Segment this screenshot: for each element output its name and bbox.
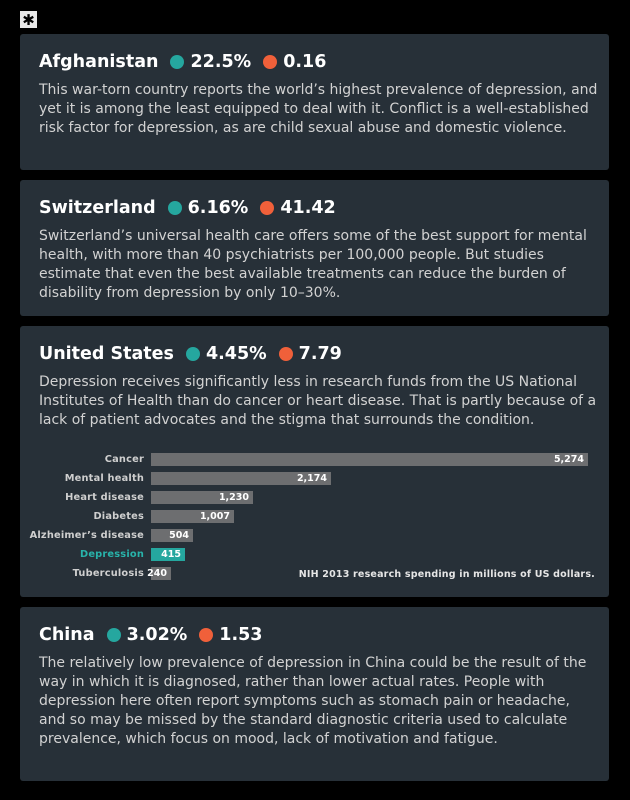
- bar-alzheimer-s-disease: 504: [151, 529, 193, 542]
- psychiatrists-stat: 0.16: [263, 52, 326, 72]
- bar-mental-health: 2,174: [151, 472, 331, 485]
- psychiatrists-stat: 1.53: [199, 625, 262, 645]
- bar-depression: 415: [151, 548, 185, 561]
- psychiatrists-stat: 41.42: [260, 198, 336, 218]
- card-header: Switzerland 6.16% 41.42: [39, 196, 599, 220]
- orange-dot-icon: [278, 347, 293, 361]
- bar-label-alzheimer-s-disease: Alzheimer’s disease: [29, 530, 144, 541]
- country-card-switzerland: Switzerland 6.16% 41.42 Switzerland’s un…: [20, 180, 609, 316]
- bar-row-tuberculosis: Tuberculosis 240: [20, 567, 609, 581]
- bar-label-depression: Depression: [80, 549, 144, 560]
- bar-value-mental-health: 2,174: [296, 473, 327, 484]
- prevalence-stat: 3.02%: [106, 625, 188, 645]
- prevalence-stat: 6.16%: [167, 198, 249, 218]
- bar-row-cancer: Cancer 5,274: [20, 453, 609, 467]
- bar-value-heart-disease: 1,230: [218, 492, 249, 503]
- country-name: Afghanistan: [39, 52, 159, 72]
- psychiatrists-value: 1.53: [219, 625, 263, 645]
- nih-spending-bar-chart: NIH 2013 research spending in millions o…: [20, 453, 609, 581]
- bar-value-depression: 415: [161, 549, 181, 560]
- bar-label-cancer: Cancer: [104, 454, 144, 465]
- bar-row-heart-disease: Heart disease 1,230: [20, 491, 609, 505]
- prevalence-value: 3.02%: [126, 625, 188, 645]
- bar-row-diabetes: Diabetes 1,007: [20, 510, 609, 524]
- card-header: United States 4.45% 7.79: [39, 342, 599, 366]
- psychiatrists-value: 7.79: [298, 344, 342, 364]
- teal-dot-icon: [170, 55, 185, 69]
- bar-label-tuberculosis: Tuberculosis: [72, 568, 144, 579]
- prevalence-stat: 22.5%: [170, 52, 251, 72]
- bar-value-cancer: 5,274: [553, 454, 584, 465]
- card-header: China 3.02% 1.53: [39, 623, 599, 647]
- bar-label-mental-health: Mental health: [64, 473, 144, 484]
- country-card-united-states: United States 4.45% 7.79 Depression rece…: [20, 326, 609, 597]
- bar-row-mental-health: Mental health 2,174: [20, 472, 609, 486]
- card-description: This war-torn country reports the world’…: [39, 82, 598, 136]
- psychiatrists-stat: 7.79: [278, 344, 342, 364]
- card-description: The relatively low prevalence of depress…: [39, 655, 587, 747]
- bar-diabetes: 1,007: [151, 510, 234, 523]
- psychiatrists-value: 0.16: [283, 52, 327, 72]
- country-card-afghanistan: Afghanistan 22.5% 0.16 This war-torn cou…: [20, 34, 609, 170]
- bar-value-tuberculosis: 240: [147, 568, 167, 579]
- country-name: Switzerland: [39, 198, 156, 218]
- card-header: Afghanistan 22.5% 0.16: [39, 50, 599, 74]
- country-name: United States: [39, 344, 174, 364]
- chart-note: NIH 2013 research spending in millions o…: [298, 569, 595, 580]
- bar-row-alzheimer-s-disease: Alzheimer’s disease 504: [20, 529, 609, 543]
- prevalence-value: 22.5%: [190, 52, 252, 72]
- logo-asterisk-icon: ✱: [20, 11, 37, 29]
- orange-dot-icon: [263, 55, 278, 69]
- bar-tuberculosis: 240: [147, 567, 171, 580]
- country-name: China: [39, 625, 95, 645]
- bar-heart-disease: 1,230: [151, 491, 253, 504]
- bar-label-heart-disease: Heart disease: [65, 492, 144, 503]
- prevalence-value: 4.45%: [205, 344, 267, 364]
- teal-dot-icon: [167, 201, 182, 215]
- prevalence-stat: 4.45%: [185, 344, 267, 364]
- orange-dot-icon: [260, 201, 275, 215]
- bar-value-diabetes: 1,007: [199, 511, 230, 522]
- bar-label-diabetes: Diabetes: [93, 511, 144, 522]
- country-card-china: China 3.02% 1.53 The relatively low prev…: [20, 607, 609, 781]
- bar-value-alzheimer-s-disease: 504: [169, 530, 189, 541]
- card-description: Switzerland’s universal health care offe…: [39, 228, 587, 301]
- teal-dot-icon: [185, 347, 200, 361]
- bar-cancer: 5,274: [151, 453, 588, 466]
- orange-dot-icon: [199, 628, 214, 642]
- psychiatrists-value: 41.42: [280, 198, 336, 218]
- teal-dot-icon: [106, 628, 121, 642]
- card-description: Depression receives significantly less i…: [39, 374, 597, 428]
- bar-row-depression: Depression 415: [20, 548, 609, 562]
- prevalence-value: 6.16%: [187, 198, 249, 218]
